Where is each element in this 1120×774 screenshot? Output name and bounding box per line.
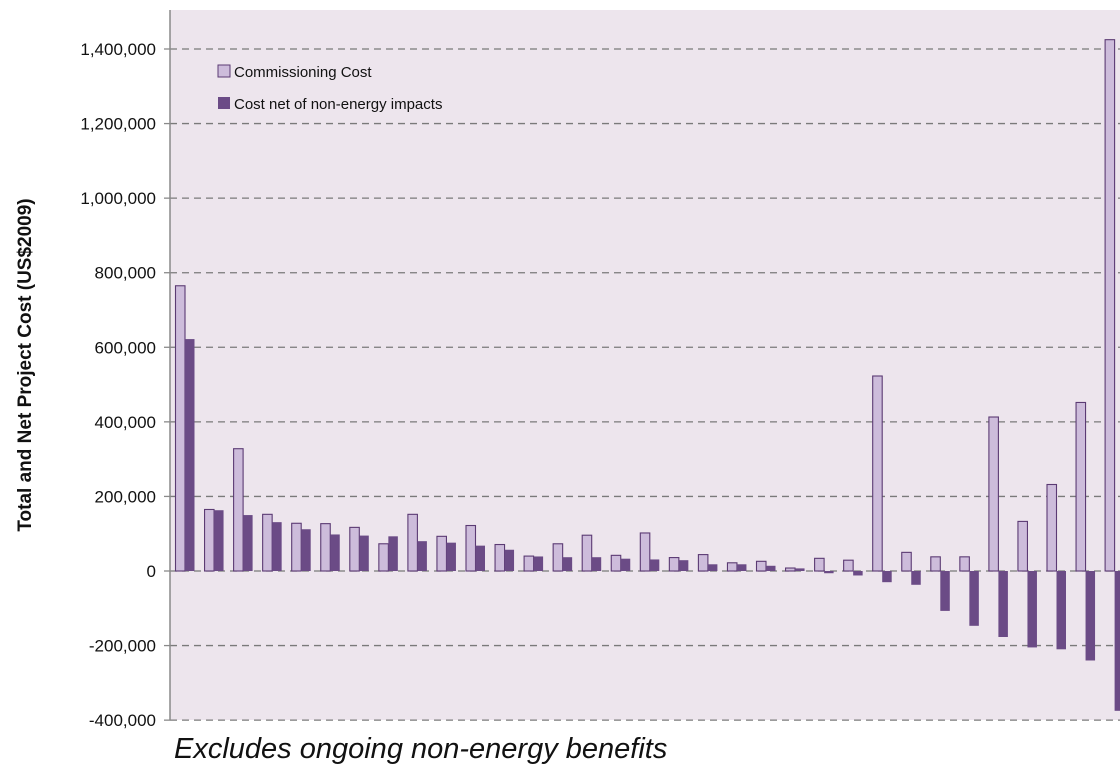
y-tick-label: 800,000: [95, 264, 156, 283]
bar-cost-net: [533, 556, 544, 571]
bar-cost-net: [591, 557, 602, 571]
legend-swatch-commissioning-cost: [217, 64, 231, 78]
bar-commissioning-cost: [639, 532, 651, 572]
bar-commissioning-cost: [262, 513, 273, 572]
legend: Commissioning Cost Cost net of non-energ…: [217, 64, 442, 113]
bar-cost-net: [243, 515, 253, 571]
bar-commissioning-cost: [1017, 520, 1029, 572]
bar-commissioning-cost: [465, 524, 477, 572]
bar-cost-net: [824, 571, 834, 574]
bar-commissioning-cost: [988, 416, 999, 572]
y-tick-label: -200,000: [89, 637, 156, 656]
bar-cost-net: [330, 534, 340, 571]
bar-commissioning-cost: [204, 508, 215, 572]
bar-cost-net: [678, 560, 689, 571]
y-tick-label: 1,200,000: [80, 115, 156, 134]
bar-commissioning-cost: [959, 556, 970, 572]
y-tick-label: 1,400,000: [80, 40, 156, 59]
bar-cost-net: [562, 557, 573, 571]
bar-cost-net: [1056, 571, 1066, 650]
bar-cost-net: [301, 529, 311, 571]
bar-commissioning-cost: [755, 560, 767, 572]
bar-cost-net: [969, 571, 979, 626]
bar-commissioning-cost: [1104, 39, 1116, 572]
plot-background: [170, 10, 1120, 720]
legend-swatch-cost-net: [218, 97, 230, 109]
y-tick-label: 200,000: [95, 487, 156, 506]
bar-cost-net: [359, 535, 369, 571]
y-axis-label: Total and Net Project Cost (US$2009): [15, 198, 36, 531]
bar-cost-net: [795, 568, 805, 571]
bar-commissioning-cost: [784, 567, 796, 572]
bar-cost-net: [504, 549, 515, 571]
bar-cost-net: [388, 536, 398, 571]
bars: [174, 39, 1120, 711]
gridlines: [164, 48, 1120, 721]
legend-label-cost-net: Cost net of non-energy impacts: [234, 96, 442, 113]
bar-commissioning-cost: [436, 535, 448, 572]
bar-cost-net: [707, 564, 718, 571]
bar-cost-net: [214, 510, 224, 571]
bar-commissioning-cost: [233, 448, 244, 572]
bar-cost-net: [882, 571, 892, 583]
bar-cost-net: [649, 559, 660, 571]
bar-commissioning-cost: [494, 543, 506, 572]
bar-commissioning-cost: [581, 534, 593, 572]
y-tick-label: -400,000: [89, 711, 156, 730]
bar-cost-net: [940, 571, 950, 611]
bar-commissioning-cost: [697, 554, 709, 572]
bar-commissioning-cost: [1075, 401, 1087, 572]
y-tick-label: 600,000: [95, 338, 156, 357]
bar-cost-net: [1114, 571, 1120, 711]
bar-commissioning-cost: [174, 285, 186, 572]
bar-commissioning-cost: [930, 556, 941, 572]
legend-label-commissioning-cost: Commissioning Cost: [234, 64, 372, 81]
bar-cost-net: [736, 564, 747, 571]
bar-cost-net: [1027, 571, 1037, 648]
bar-cost-net: [766, 565, 776, 571]
bar-cost-net: [998, 571, 1008, 637]
bar-commissioning-cost: [872, 375, 883, 572]
bar-commissioning-cost: [552, 543, 564, 572]
chart-caption: Excludes ongoing non-energy benefits: [174, 733, 667, 765]
bar-commissioning-cost: [610, 554, 622, 572]
bar-cost-net: [417, 541, 427, 571]
bar-cost-net: [272, 522, 282, 571]
bar-commissioning-cost: [726, 562, 738, 572]
bar-cost-net: [620, 558, 631, 571]
bar-cost-net: [475, 545, 485, 571]
bar-commissioning-cost: [320, 523, 331, 572]
bar-cost-net: [853, 571, 863, 576]
bar-commissioning-cost: [668, 557, 680, 572]
y-tick-label: 1,000,000: [80, 189, 156, 208]
y-tick-label: 400,000: [95, 413, 156, 432]
bar-commissioning-cost: [407, 513, 418, 572]
y-tick-label: 0: [147, 562, 156, 581]
bar-cost-net: [446, 542, 456, 571]
bar-commissioning-cost: [291, 522, 302, 572]
bar-commissioning-cost: [814, 557, 825, 572]
y-axis-tick-labels: -400,000 -200,000 0 200,000 400,000 600,000 80…: [80, 40, 156, 730]
bar-commissioning-cost: [843, 559, 854, 572]
bar-cost-net: [1085, 571, 1096, 661]
bar-cost-net: [911, 571, 921, 585]
bar-commissioning-cost: [1046, 483, 1058, 572]
bar-commissioning-cost: [523, 555, 535, 572]
bar-commissioning-cost: [901, 551, 912, 572]
bar-cost-net: [185, 339, 195, 571]
bar-commissioning-cost: [378, 543, 389, 572]
bar-commissioning-cost: [349, 526, 360, 572]
